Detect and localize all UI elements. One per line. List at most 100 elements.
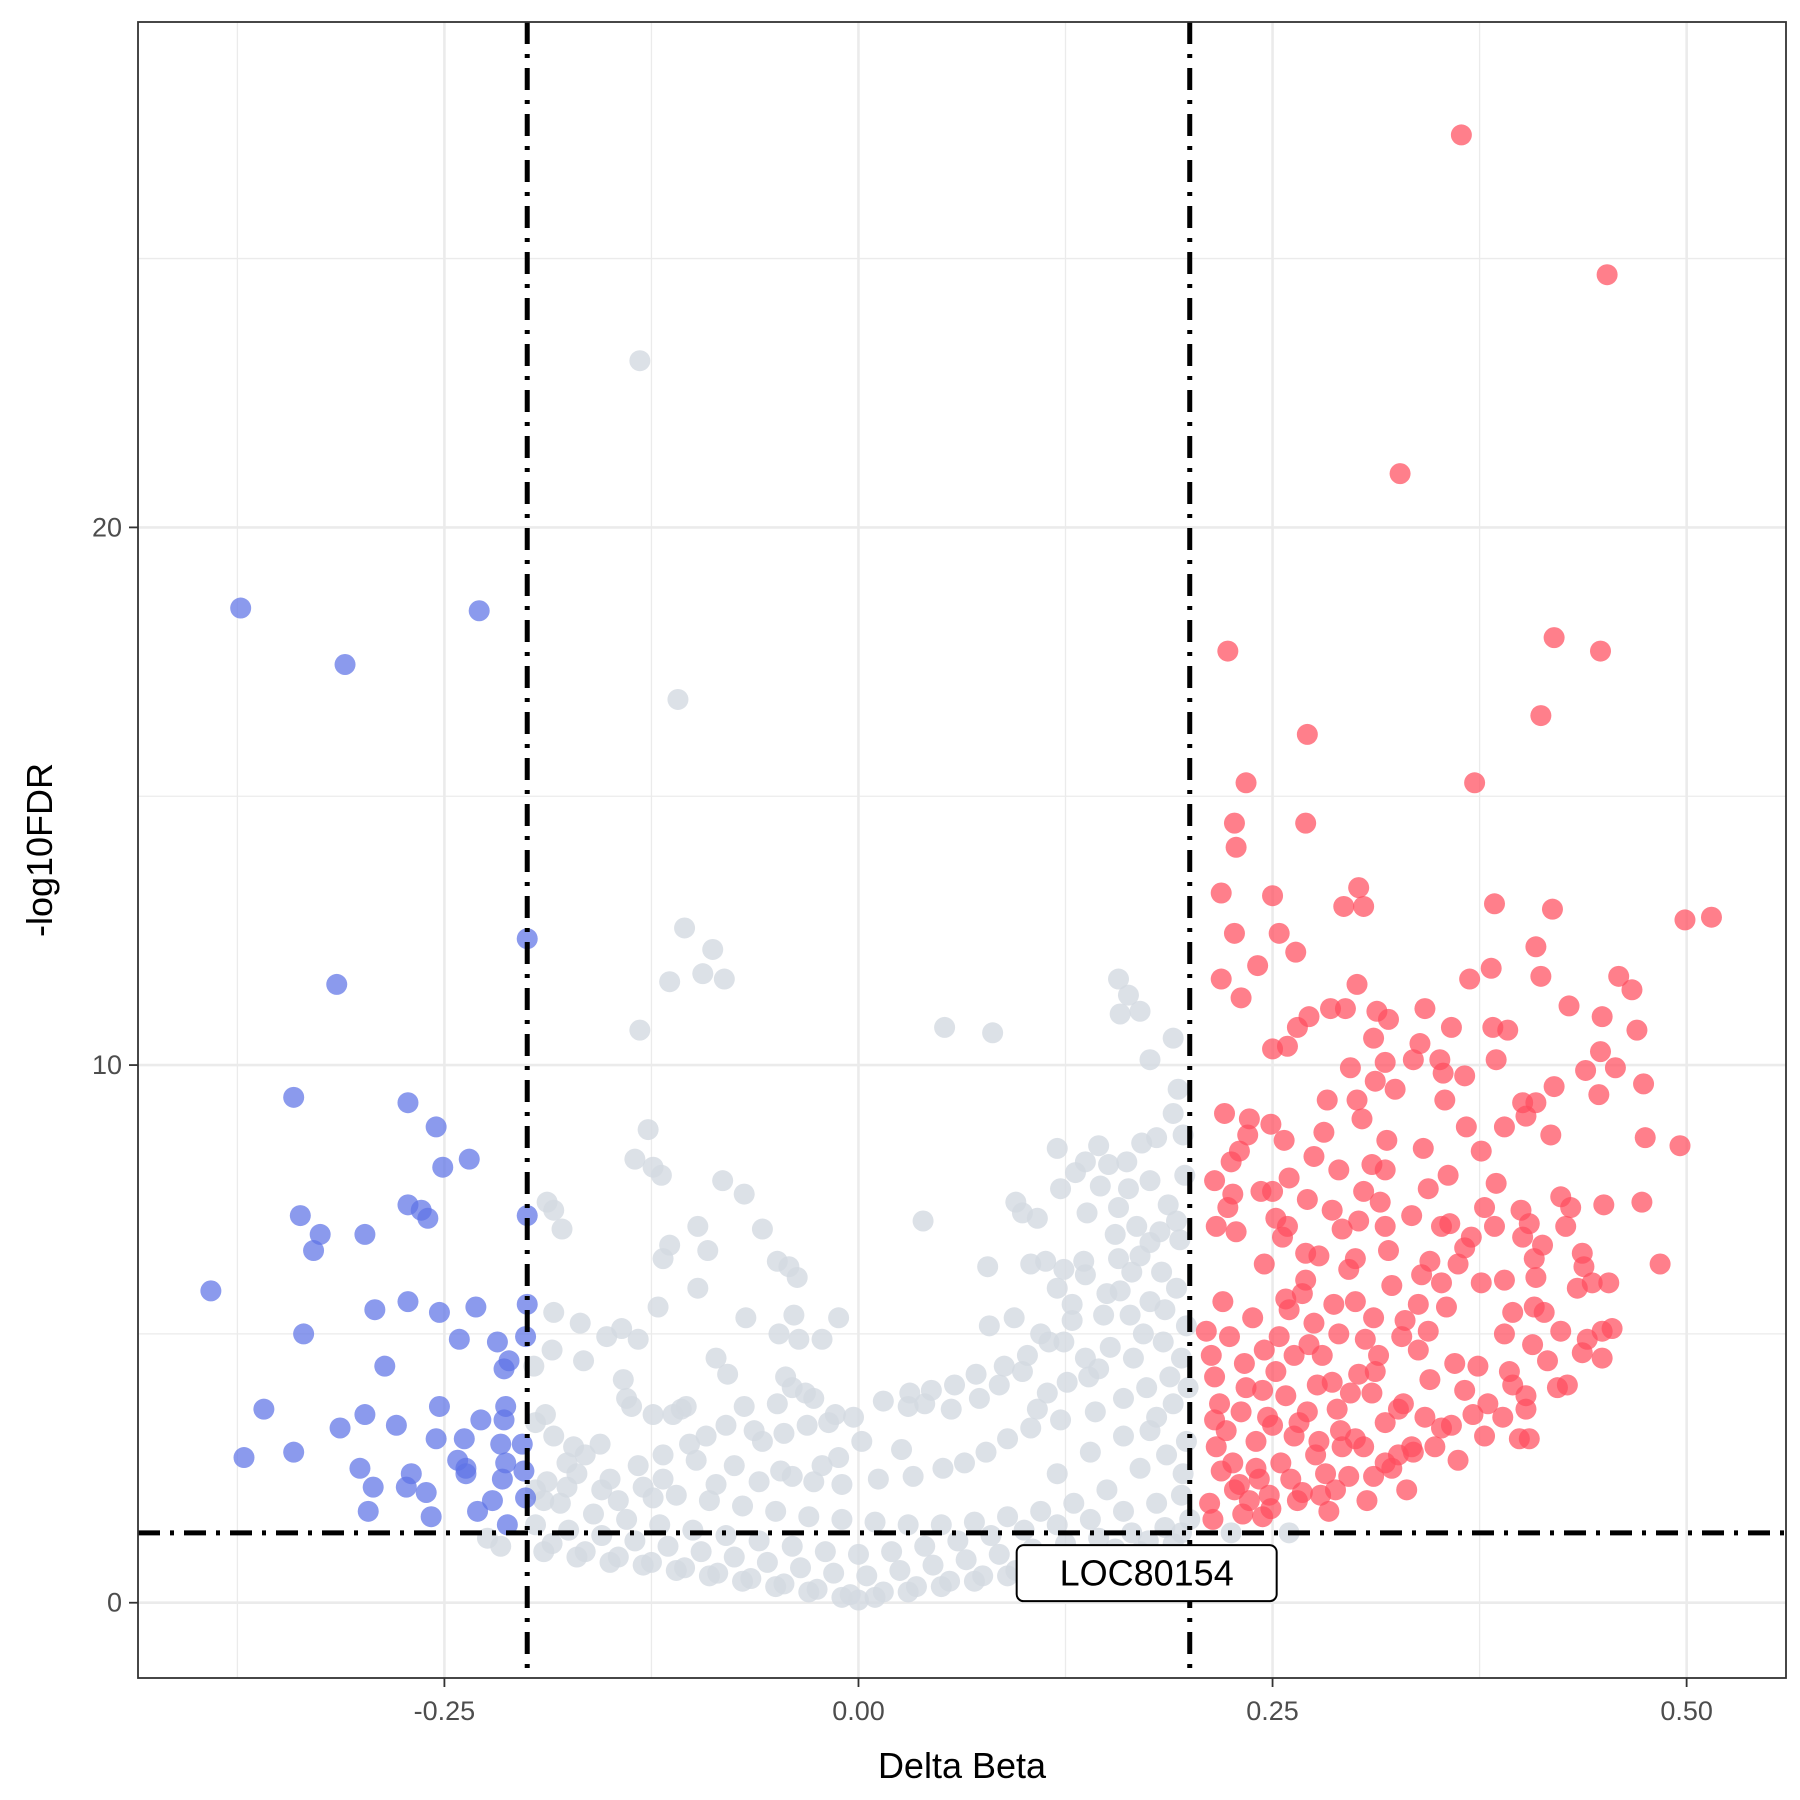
- point-up: [1477, 1393, 1499, 1415]
- point-ns: [1146, 1127, 1168, 1149]
- point-up: [1205, 1436, 1227, 1458]
- point-ns: [543, 1301, 565, 1323]
- point-up: [1512, 1226, 1534, 1248]
- point-down: [425, 1116, 447, 1138]
- point-ns: [1011, 1361, 1033, 1383]
- point-ns: [1175, 1430, 1197, 1452]
- point-ns: [856, 1565, 878, 1587]
- point-down: [354, 1223, 376, 1245]
- point-ns: [1121, 1522, 1143, 1544]
- point-ns: [988, 1543, 1010, 1565]
- point-up: [1273, 1129, 1295, 1151]
- point-ns: [975, 1441, 997, 1463]
- x-axis-ticks: -0.25 0.00 0.25 0.50: [414, 1678, 1713, 1726]
- point-up: [1389, 463, 1411, 485]
- point-ns: [997, 1565, 1019, 1587]
- point-down: [516, 928, 538, 950]
- point-ns: [659, 971, 681, 993]
- point-up: [1530, 705, 1552, 727]
- point-up: [1344, 1291, 1366, 1313]
- point-up: [1598, 1272, 1620, 1294]
- point-up: [1576, 1328, 1598, 1350]
- point-down: [349, 1457, 371, 1479]
- point-ns: [652, 1468, 674, 1490]
- point-up: [1338, 1465, 1360, 1487]
- point-ns: [1079, 1508, 1101, 1530]
- point-ns: [735, 1307, 757, 1329]
- point-up: [1225, 836, 1247, 858]
- point-down: [326, 973, 348, 995]
- point-up: [1237, 1124, 1259, 1146]
- point-ns: [828, 1447, 850, 1469]
- point-ns: [1129, 1457, 1151, 1479]
- point-ns: [1053, 1258, 1075, 1280]
- point-ns: [1139, 1170, 1161, 1192]
- point-down: [490, 1433, 512, 1455]
- point-ns: [616, 1508, 638, 1530]
- point-up: [1346, 1089, 1368, 1111]
- point-up: [1210, 1460, 1232, 1482]
- point-up: [1346, 973, 1368, 995]
- point-up: [1649, 1253, 1671, 1275]
- point-ns: [1046, 1277, 1068, 1299]
- point-up: [1214, 1102, 1236, 1124]
- point-down: [428, 1395, 450, 1417]
- point-ns: [692, 963, 714, 985]
- point-down: [453, 1428, 475, 1450]
- point-ns: [642, 1404, 664, 1426]
- point-ns: [1079, 1441, 1101, 1463]
- point-up: [1368, 1344, 1390, 1366]
- point-up: [1700, 906, 1722, 928]
- point-ns: [596, 1326, 618, 1348]
- point-down: [428, 1301, 450, 1323]
- point-ns: [1003, 1307, 1025, 1329]
- point-up: [1276, 1035, 1298, 1057]
- point-up: [1454, 1065, 1476, 1087]
- point-ns: [1112, 1425, 1134, 1447]
- point-ns: [1030, 1500, 1052, 1522]
- point-up: [1217, 640, 1239, 662]
- point-ns: [823, 1562, 845, 1584]
- point-ns: [1170, 1484, 1192, 1506]
- y-axis-ticks: 0 10 20: [92, 512, 138, 1618]
- point-ns: [930, 1576, 952, 1598]
- point-up: [1621, 979, 1643, 1001]
- point-up: [1541, 898, 1563, 920]
- point-ns: [1149, 1221, 1171, 1243]
- point-ns: [847, 1543, 869, 1565]
- point-ns: [679, 1433, 701, 1455]
- point-ns: [997, 1506, 1019, 1528]
- point-ns: [1108, 968, 1130, 990]
- x-axis-title: Delta Beta: [878, 1745, 1047, 1786]
- point-up: [1262, 885, 1284, 907]
- point-up: [1220, 1151, 1242, 1173]
- point-ns: [652, 1444, 674, 1466]
- point-up: [1497, 1019, 1519, 1041]
- point-ns: [702, 938, 724, 960]
- point-up: [1348, 1210, 1370, 1232]
- point-ns: [889, 1559, 911, 1581]
- point-down: [515, 1326, 537, 1348]
- point-up: [1331, 1218, 1353, 1240]
- point-ns: [1038, 1331, 1060, 1353]
- point-ns: [558, 1519, 580, 1541]
- point-up: [1540, 1124, 1562, 1146]
- point-ns: [1165, 1210, 1187, 1232]
- point-ns: [1036, 1382, 1058, 1404]
- point-up: [1265, 1207, 1287, 1229]
- point-ns: [940, 1398, 962, 1420]
- point-ns: [632, 1554, 654, 1576]
- point-ns: [687, 1215, 709, 1237]
- point-up: [1318, 1500, 1340, 1522]
- point-ns: [569, 1312, 591, 1334]
- point-up: [1238, 1108, 1260, 1130]
- point-ns: [698, 1565, 720, 1587]
- point-up: [1608, 965, 1630, 987]
- point-ns: [733, 1395, 755, 1417]
- point-ns: [599, 1551, 621, 1573]
- point-up: [1210, 882, 1232, 904]
- point-ns: [589, 1433, 611, 1455]
- point-down: [374, 1355, 396, 1377]
- point-up: [1374, 1215, 1396, 1237]
